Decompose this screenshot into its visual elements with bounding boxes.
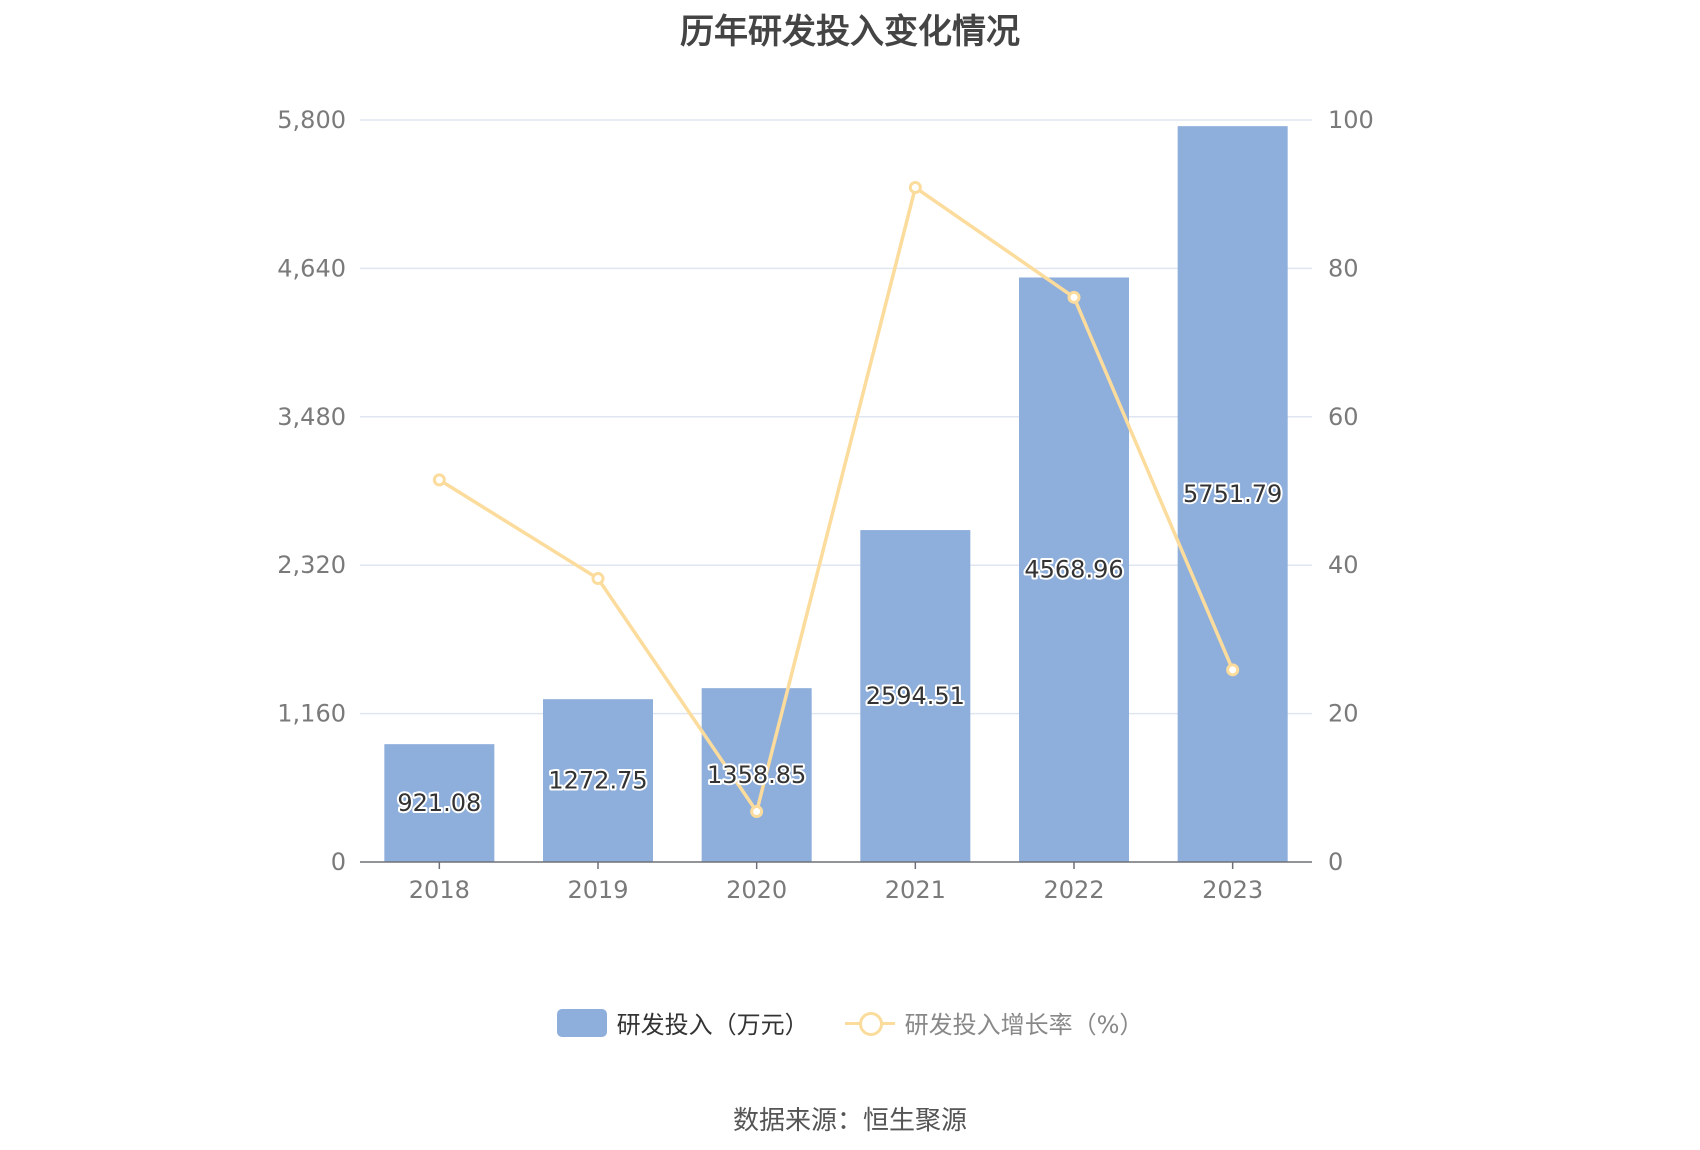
bar-data-label: 4568.96 <box>1024 556 1123 584</box>
line-point[interactable] <box>1067 290 1081 304</box>
bar[interactable] <box>543 699 653 862</box>
bar[interactable] <box>1019 277 1129 862</box>
line-point[interactable] <box>591 572 605 586</box>
x-tick-label: 2020 <box>726 876 787 904</box>
y-right-tick-label: 0 <box>1328 848 1343 876</box>
bar-data-label: 921.08 <box>397 789 481 817</box>
line-point[interactable] <box>908 181 922 195</box>
y-left-tick-label: 1,160 <box>277 700 346 728</box>
bar-data-label: 2594.51 <box>866 682 965 710</box>
y-left-tick-label: 2,320 <box>277 551 346 579</box>
line-point[interactable] <box>432 473 446 487</box>
bar-data-label: 5751.79 <box>1183 480 1282 508</box>
y-right-tick-label: 40 <box>1328 551 1359 579</box>
bar[interactable] <box>860 530 971 862</box>
x-tick-label: 2018 <box>409 876 470 904</box>
legend-label-bar: 研发投入（万元） <box>616 1011 809 1039</box>
line-point[interactable] <box>750 805 764 819</box>
bar-series <box>384 126 1288 863</box>
bar-data-label: 1358.85 <box>707 761 806 789</box>
legend-line-swatch <box>844 1009 895 1037</box>
y-left-tick-label: 5,800 <box>277 106 346 134</box>
y-right-tick-label: 80 <box>1328 254 1359 282</box>
bar[interactable] <box>1177 126 1288 863</box>
x-tick-label: 2021 <box>885 876 946 904</box>
y-left-tick-label: 4,640 <box>277 254 346 282</box>
bar[interactable] <box>384 744 495 862</box>
legend-item-bar-series[interactable]: 研发投入（万元） <box>556 1005 809 1040</box>
grid-lines <box>360 119 1312 715</box>
bar[interactable] <box>701 688 812 862</box>
y-right-tick-label: 100 <box>1328 106 1374 134</box>
data-labels: 921.08 1272.75 1358.85 2594.51 4568.96 5751.7… <box>395 478 1284 819</box>
line-series <box>432 181 1240 819</box>
y-left-tick-label: 3,480 <box>277 403 346 431</box>
legend-bar-swatch <box>556 1008 607 1037</box>
data-source-note: 数据来源：恒生聚源 <box>732 1106 967 1136</box>
x-tick-label: 2023 <box>1202 876 1263 904</box>
legend-label-line: 研发投入增长率（%） <box>904 1011 1144 1039</box>
y-left-tick-label: 0 <box>331 848 346 876</box>
legend: 研发投入（万元） 研发投入增长率（%） <box>0 1005 1700 1040</box>
axes: 0 0 1,160 20 2,320 40 3,480 60 4,640 80 5,800 100 20… <box>277 106 1374 904</box>
legend-item-line-series[interactable]: 研发投入增长率（%） <box>844 1005 1144 1040</box>
line-point[interactable] <box>1226 663 1240 677</box>
chart-title: 历年研发投入变化情况 <box>680 12 1020 52</box>
y-right-tick-label: 60 <box>1328 403 1359 431</box>
bar-data-label: 1272.75 <box>548 767 647 795</box>
y-right-tick-label: 20 <box>1328 700 1359 728</box>
line-path <box>438 185 1235 814</box>
x-tick-label: 2022 <box>1043 876 1104 904</box>
x-tick-label: 2019 <box>567 876 628 904</box>
